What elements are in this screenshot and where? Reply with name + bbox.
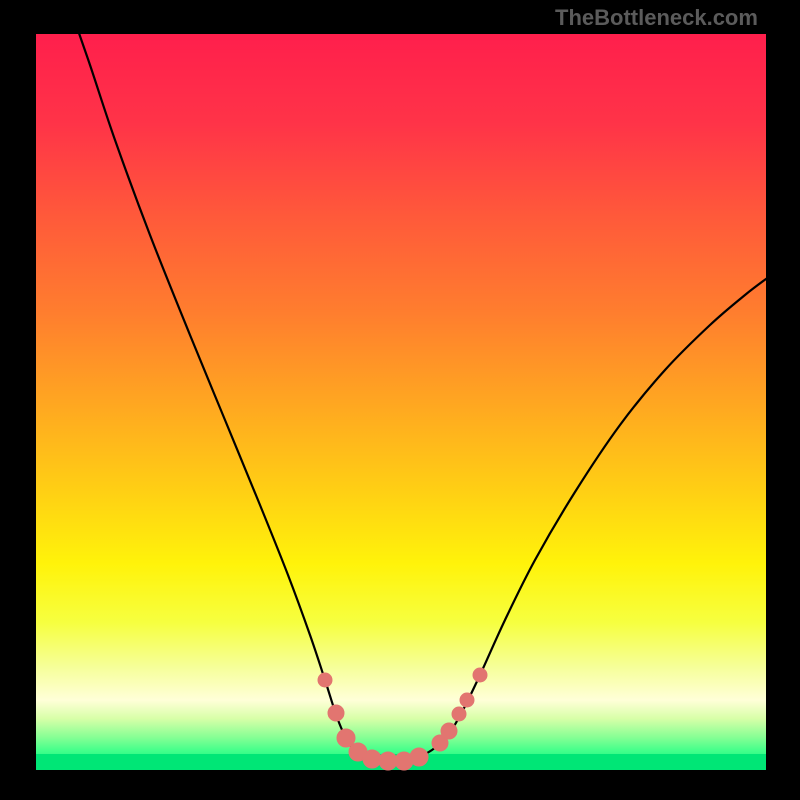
watermark-text: TheBottleneck.com <box>555 5 758 31</box>
gradient-plot-area <box>36 34 766 770</box>
chart-container: TheBottleneck.com <box>0 0 800 800</box>
green-bottom-strip <box>36 754 766 770</box>
